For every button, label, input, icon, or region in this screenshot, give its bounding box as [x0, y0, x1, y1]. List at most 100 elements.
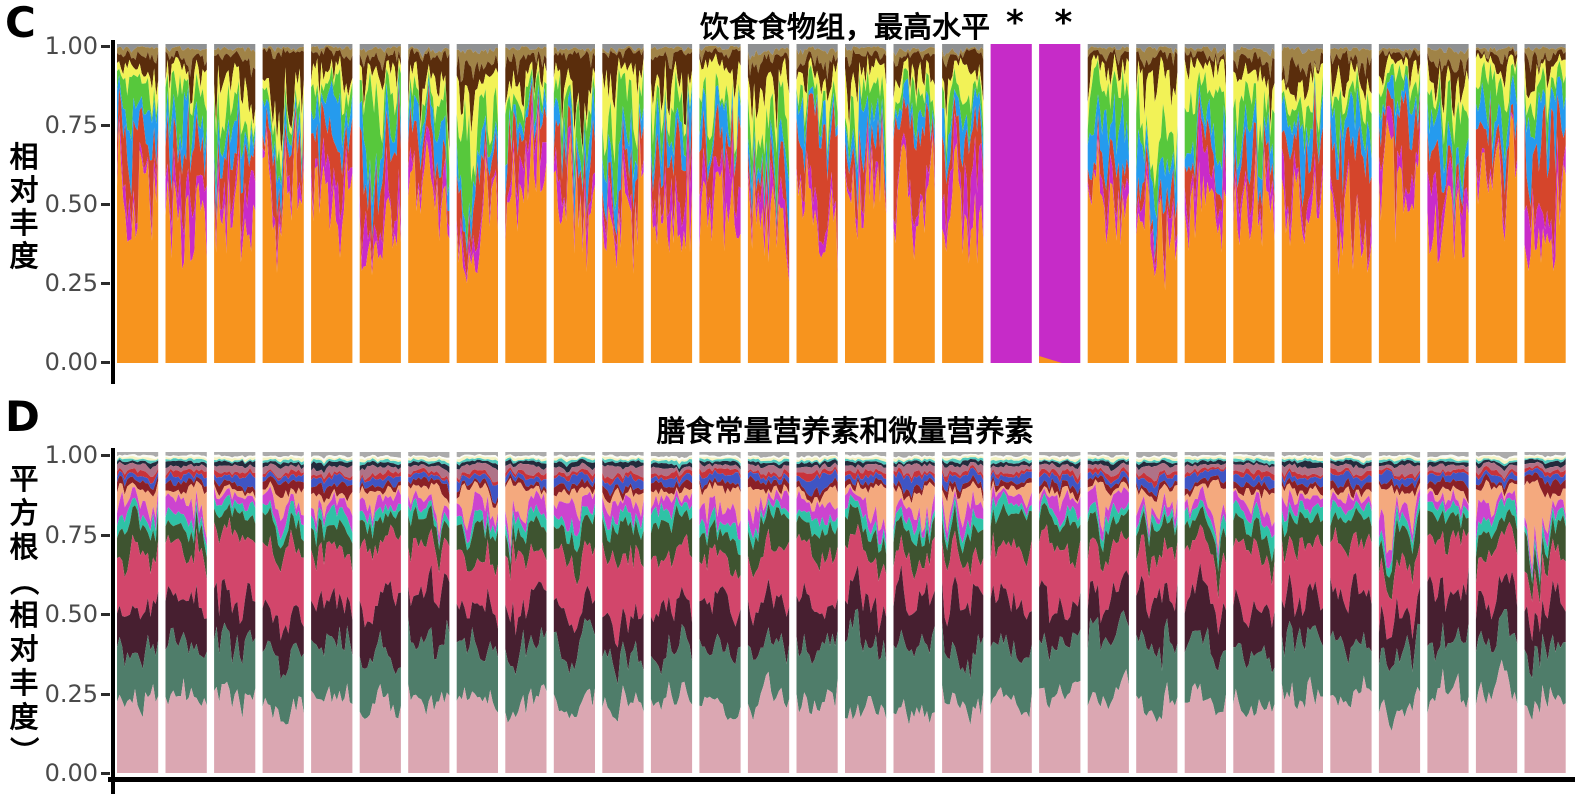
area-crimson: [505, 538, 547, 636]
area-dark-red: [1281, 477, 1323, 497]
area-dark-brown: [1378, 49, 1421, 91]
area-mauve: [1330, 463, 1372, 477]
area-magenta: [214, 147, 256, 263]
sample-panel-18: [942, 44, 984, 363]
area-rose-pink: [1136, 682, 1178, 773]
area-dark-khaki: [1184, 46, 1226, 66]
area-bright-red: [845, 468, 887, 481]
area-peach: [699, 481, 741, 527]
area-dark-red: [553, 478, 595, 497]
area-gray: [1184, 452, 1226, 457]
area-crimson: [990, 532, 1032, 620]
area-orchid: [602, 494, 644, 531]
area-dark-brown: [165, 50, 207, 105]
area-cream: [1378, 456, 1421, 462]
area-dark-red: [262, 475, 304, 499]
area-light-teal: [942, 457, 984, 465]
area-sea-green: [893, 626, 935, 725]
area-red: [1524, 94, 1566, 258]
y-tick-label: 0.75: [44, 520, 98, 549]
area-peach: [1475, 479, 1518, 523]
area-dark-plum: [262, 599, 304, 680]
sample-panel-29: [1475, 452, 1518, 773]
y-tick-label: 0.00: [44, 759, 98, 787]
area-rose-pink: [1281, 676, 1323, 773]
sample-panel-9: [505, 452, 547, 773]
area-magenta: [650, 125, 693, 253]
y-tick-label: 0.75: [44, 111, 98, 139]
area-crimson: [214, 517, 256, 624]
area-crimson: [553, 540, 595, 633]
area-red: [553, 105, 595, 243]
area-light-teal: [311, 458, 353, 467]
sample-panel-6: [359, 44, 401, 363]
area-dark-red: [1427, 475, 1469, 505]
area-orange: [602, 134, 644, 363]
area-peach: [1524, 479, 1566, 570]
area-peach: [456, 481, 498, 531]
area-dark-khaki: [553, 47, 595, 68]
chart-d-y-axis-line: [111, 448, 115, 794]
area-cream: [845, 456, 887, 463]
area-green: [1136, 72, 1178, 219]
area-dark-olive-green: [456, 519, 498, 576]
area-dark-red: [505, 473, 547, 495]
sample-panel-11: [602, 44, 644, 363]
area-bright-red: [262, 469, 304, 481]
area-dark-olive-green: [1281, 511, 1323, 564]
area-green: [796, 65, 838, 161]
area-cream: [650, 457, 693, 465]
area-peach: [1378, 482, 1421, 554]
area-dark-olive-green: [699, 519, 741, 580]
area-mauve: [1233, 462, 1275, 475]
area-blue: [699, 85, 741, 183]
area-gray: [165, 452, 207, 457]
area-white: [408, 455, 450, 460]
area-blue: [1136, 124, 1178, 260]
area-orchid: [699, 495, 741, 541]
area-dark-olive-green: [117, 505, 159, 577]
area-magenta: [1378, 105, 1421, 243]
area-cream: [359, 456, 401, 463]
area-dark-plum: [1427, 567, 1469, 662]
area-royal-blue: [650, 473, 693, 488]
area-orange: [942, 143, 984, 363]
area-turquoise: [942, 496, 984, 554]
area-crimson: [1427, 529, 1469, 613]
area-yellow: [165, 56, 207, 119]
area-dark-red: [1039, 478, 1081, 502]
area-bright-red: [456, 469, 498, 486]
area-dark-plum: [1524, 580, 1566, 678]
area-red: [650, 107, 693, 233]
area-peach: [505, 477, 547, 548]
area-blue: [1330, 87, 1372, 196]
area-dark-plum: [1281, 572, 1323, 657]
area-sea-green: [311, 625, 353, 705]
area-mauve: [117, 461, 159, 477]
area-bright-red: [359, 469, 401, 483]
area-cream: [942, 455, 984, 461]
area-rose-pink: [1087, 669, 1129, 773]
y-axis-label-char: 丰: [9, 666, 39, 700]
area-dark-olive-green: [893, 515, 935, 580]
area-turquoise: [553, 503, 595, 553]
area-bright-red: [602, 470, 644, 486]
sample-panel-3: [214, 452, 256, 773]
sample-panel-10: [553, 44, 595, 363]
area-yellow: [1087, 53, 1129, 130]
area-rose-pink: [456, 687, 498, 773]
area-dark-olive-green: [214, 503, 256, 544]
area-royal-blue: [408, 471, 450, 495]
area-magenta: [1233, 146, 1275, 247]
area-gray: [117, 44, 159, 53]
area-red: [456, 124, 498, 278]
area-turquoise: [747, 498, 790, 551]
area-dark-red: [990, 475, 1032, 493]
area-red: [214, 108, 256, 245]
area-yellow: [117, 59, 159, 119]
area-green: [117, 68, 159, 142]
area-dark-olive-green: [262, 507, 304, 573]
area-dark-brown: [214, 50, 256, 128]
area-dark-navy: [1233, 460, 1275, 468]
area-orchid: [796, 490, 838, 527]
